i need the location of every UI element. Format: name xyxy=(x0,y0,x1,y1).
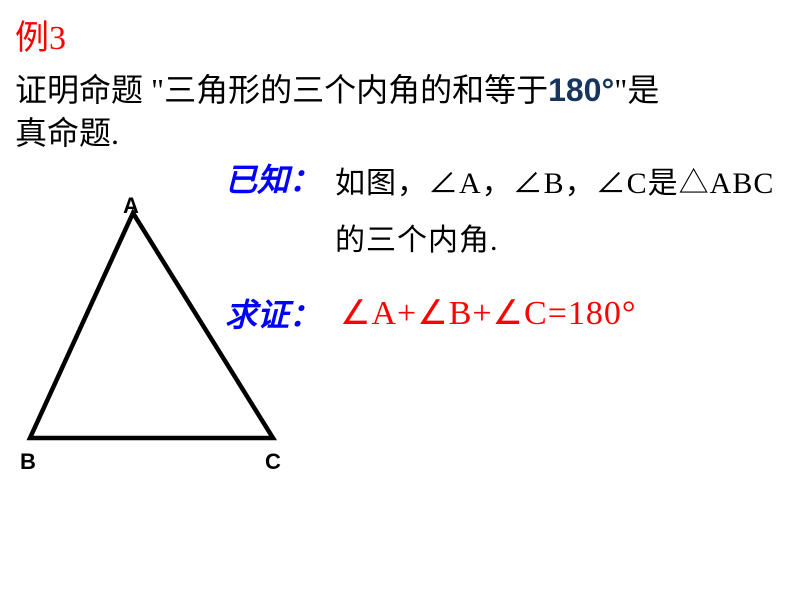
slide-container: 例3 证明命题 "三角形的三个内角的和等于180°"是 真命题. 已知： 如图，… xyxy=(0,0,794,596)
triangle-shape xyxy=(30,213,273,438)
vertex-label-a: A xyxy=(123,193,139,219)
prove-text: ∠A+∠B+∠C=180° xyxy=(340,293,636,333)
triangle-diagram xyxy=(18,188,318,478)
example-title: 例3 xyxy=(15,10,66,59)
statement-prefix: 证明命题 "三角形的三个内角的和等于 xyxy=(15,72,548,108)
statement-line-1: 证明命题 "三角形的三个内角的和等于180°"是 xyxy=(15,65,659,111)
statement-suffix: "是 xyxy=(614,72,659,108)
statement-number: 180° xyxy=(548,72,614,108)
known-text-2: 的三个内角. xyxy=(335,215,499,259)
statement-line-2: 真命题. xyxy=(15,108,119,154)
vertex-label-b: B xyxy=(20,449,36,475)
known-text-1: 如图，∠A，∠B，∠C是△ABC xyxy=(335,158,774,202)
vertex-label-c: C xyxy=(265,449,281,475)
